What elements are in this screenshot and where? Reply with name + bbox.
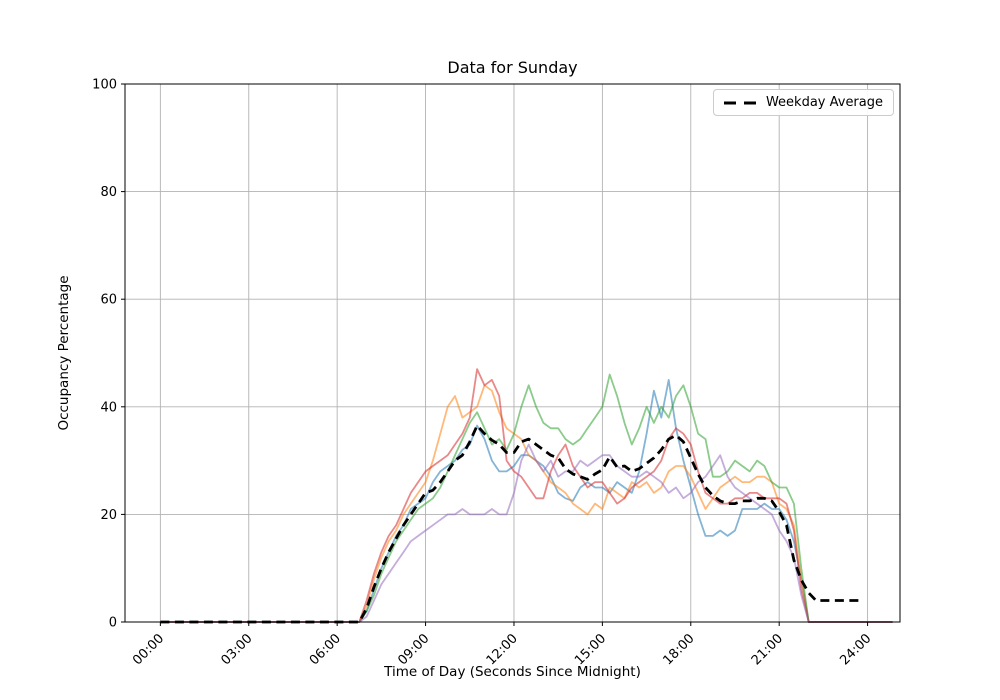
sunday-series-5-line (160, 443, 893, 623)
x-tick-label: 09:00 (395, 631, 432, 668)
weekday-average-line (160, 424, 864, 624)
dashed-line-sample-icon (723, 101, 756, 104)
legend-label: Weekday Average (765, 95, 883, 110)
legend-box: Weekday Average (712, 89, 894, 116)
y-tick-label: 100 (92, 78, 117, 93)
y-tick-label: 20 (100, 508, 117, 523)
x-tick-label: 18:00 (661, 631, 698, 668)
x-tick-label: 00:00 (130, 631, 167, 668)
sunday-series-2-line (160, 384, 893, 623)
y-tick-label: 60 (100, 293, 117, 308)
y-axis-label: Occupancy Percentage (56, 275, 72, 431)
x-tick-label: 06:00 (307, 631, 344, 668)
x-tick-label: 03:00 (218, 631, 255, 668)
sunday-series-1-line (160, 378, 893, 623)
x-tick-label: 12:00 (484, 631, 521, 668)
y-tick-label: 40 (100, 400, 117, 415)
chart-title: Data for Sunday (447, 58, 578, 77)
sunday-series-3-line (160, 373, 893, 623)
x-tick-label: 24:00 (837, 631, 874, 668)
y-tick-label: 80 (100, 185, 117, 200)
x-tick-label: 21:00 (749, 631, 786, 668)
y-tick-label: 0 (109, 616, 117, 631)
x-tick-label: 15:00 (572, 631, 609, 668)
plot-border (124, 83, 901, 623)
sunday-series-4-line (160, 368, 893, 623)
x-axis-label: Time of Day (Seconds Since Midnight) (384, 664, 641, 680)
